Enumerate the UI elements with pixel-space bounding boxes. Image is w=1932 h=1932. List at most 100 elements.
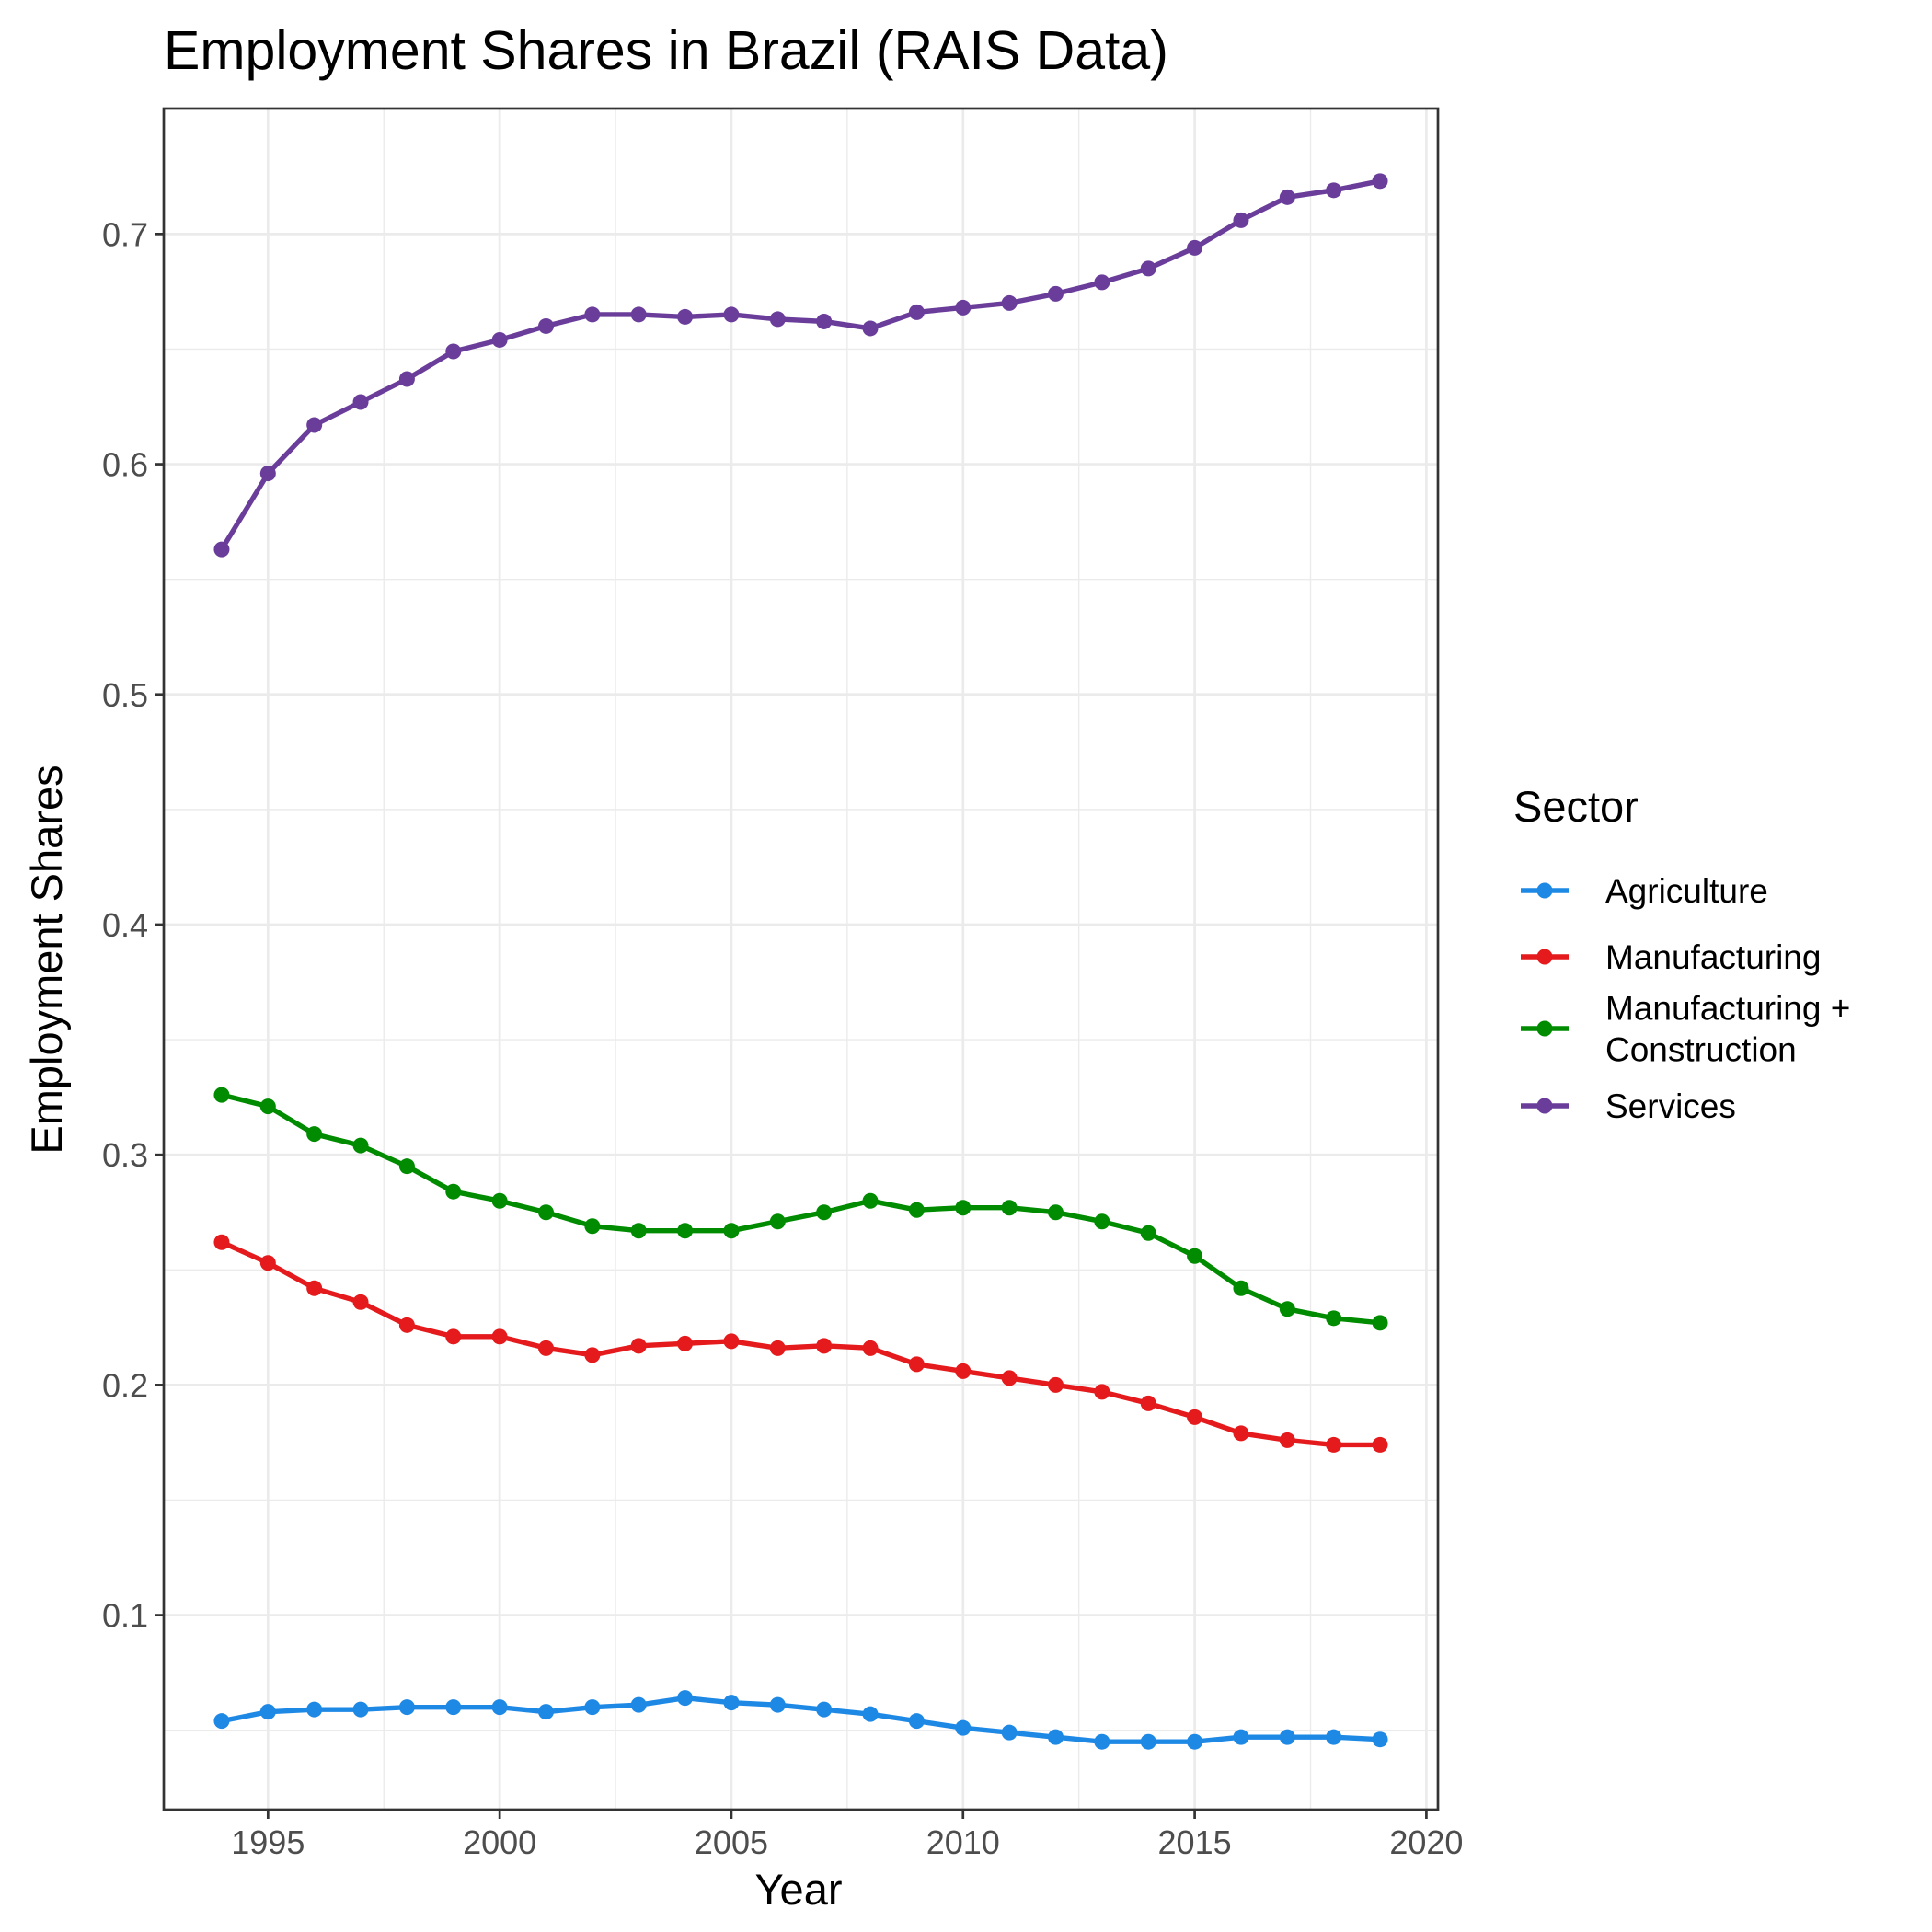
data-point-manufacturing <box>538 1340 554 1356</box>
data-point-services <box>1233 212 1249 228</box>
data-point-manufacturing-construction <box>213 1087 230 1103</box>
data-point-manufacturing <box>908 1356 925 1373</box>
data-point-agriculture <box>445 1699 462 1716</box>
x-tick-label: 2020 <box>1389 1823 1463 1861</box>
data-point-services <box>677 308 694 325</box>
y-tick-label: 0.4 <box>102 906 148 944</box>
data-point-manufacturing-construction <box>677 1223 694 1239</box>
data-point-agriculture <box>1048 1729 1064 1745</box>
data-point-manufacturing <box>306 1280 323 1296</box>
data-point-agriculture <box>1140 1733 1156 1750</box>
y-tick-label: 0.3 <box>102 1136 148 1174</box>
y-tick-label: 0.5 <box>102 676 148 714</box>
data-point-services <box>1187 239 1203 256</box>
data-point-manufacturing-construction <box>538 1204 554 1221</box>
data-point-manufacturing <box>677 1335 694 1351</box>
data-point-manufacturing-construction <box>1372 1315 1388 1331</box>
data-point-agriculture <box>723 1695 740 1711</box>
data-point-services <box>769 311 786 328</box>
data-point-agriculture <box>398 1699 415 1716</box>
y-tick-label: 0.6 <box>102 446 148 484</box>
plot-panel-border <box>162 107 1440 1811</box>
data-point-agriculture <box>352 1701 369 1718</box>
data-point-agriculture <box>584 1699 601 1716</box>
data-point-manufacturing-construction <box>908 1202 925 1218</box>
data-point-manufacturing-construction <box>445 1183 462 1200</box>
data-point-services <box>1372 173 1388 190</box>
legend-item-services: Services <box>1521 1087 1736 1125</box>
data-point-agriculture <box>213 1713 230 1730</box>
data-point-manufacturing <box>1233 1425 1249 1442</box>
legend-title: Sector <box>1513 782 1639 831</box>
series-services <box>213 173 1388 558</box>
legend-entries: Agriculture Manufacturing Manufacturing +C… <box>1521 872 1850 1125</box>
data-point-services <box>213 541 230 558</box>
data-point-agriculture <box>1187 1733 1203 1750</box>
data-point-agriculture <box>862 1706 879 1722</box>
legend-label: Agriculture <box>1605 872 1768 910</box>
data-point-services <box>538 317 554 334</box>
data-point-agriculture <box>538 1704 554 1720</box>
data-point-manufacturing <box>1187 1409 1203 1425</box>
data-point-manufacturing-construction <box>769 1213 786 1230</box>
data-point-manufacturing-construction <box>1094 1213 1110 1230</box>
data-point-manufacturing-construction <box>1001 1200 1018 1216</box>
data-point-manufacturing <box>352 1294 369 1310</box>
data-point-manufacturing-construction <box>630 1223 647 1239</box>
data-point-agriculture <box>677 1690 694 1707</box>
data-point-services <box>630 306 647 323</box>
data-point-manufacturing <box>445 1328 462 1345</box>
data-point-services <box>1094 274 1110 291</box>
data-point-services <box>1326 182 1342 199</box>
series-group <box>213 173 1388 1750</box>
legend-label: Construction <box>1605 1031 1797 1069</box>
gridlines <box>164 109 1438 1810</box>
data-point-services <box>862 320 879 337</box>
series-line-manufacturing <box>220 1239 1380 1448</box>
data-point-services <box>816 313 833 329</box>
series-line-manufacturing-construction <box>221 1092 1381 1326</box>
data-point-manufacturing <box>1094 1384 1110 1400</box>
data-point-manufacturing-construction <box>1233 1280 1249 1296</box>
x-tick-label: 1995 <box>231 1823 305 1861</box>
data-point-services <box>584 306 601 323</box>
data-point-manufacturing-construction <box>398 1158 415 1175</box>
data-point-manufacturing-construction <box>723 1223 740 1239</box>
data-point-manufacturing <box>398 1317 415 1333</box>
data-point-manufacturing-construction <box>491 1192 508 1209</box>
data-point-services <box>306 417 323 433</box>
data-point-services <box>1279 189 1295 205</box>
x-tick-label: 2010 <box>926 1823 1000 1861</box>
legend-item-agriculture: Agriculture <box>1521 872 1768 910</box>
data-point-manufacturing <box>816 1338 833 1354</box>
data-point-services <box>1140 260 1156 277</box>
data-point-manufacturing-construction <box>1279 1301 1295 1317</box>
data-point-manufacturing <box>862 1340 879 1356</box>
data-point-manufacturing <box>1048 1376 1064 1393</box>
data-point-agriculture <box>908 1713 925 1730</box>
data-point-manufacturing-construction <box>1048 1204 1064 1221</box>
data-point-agriculture <box>1326 1729 1342 1745</box>
data-point-manufacturing <box>1372 1436 1388 1453</box>
x-tick-label: 2015 <box>1158 1823 1232 1861</box>
data-point-manufacturing-construction <box>306 1126 323 1143</box>
y-axis-title: Employment Shares <box>22 765 71 1154</box>
data-point-services <box>259 466 276 482</box>
data-point-agriculture <box>259 1704 276 1720</box>
data-point-manufacturing <box>1140 1395 1156 1411</box>
data-point-agriculture <box>1094 1733 1110 1750</box>
data-point-manufacturing-construction <box>1140 1225 1156 1241</box>
data-point-agriculture <box>491 1699 508 1716</box>
x-tick-label: 2000 <box>463 1823 536 1861</box>
data-point-manufacturing <box>584 1347 601 1363</box>
data-point-manufacturing-construction <box>584 1218 601 1235</box>
data-point-manufacturing <box>955 1363 972 1379</box>
x-axis-title: Year <box>755 1865 843 1914</box>
legend-label: Manufacturing + <box>1605 990 1850 1028</box>
data-point-agriculture <box>1279 1729 1295 1745</box>
y-tick-label: 0.7 <box>102 215 148 253</box>
data-point-agriculture <box>306 1701 323 1718</box>
legend-key-point <box>1536 1098 1553 1114</box>
legend-key-point <box>1536 1020 1553 1037</box>
